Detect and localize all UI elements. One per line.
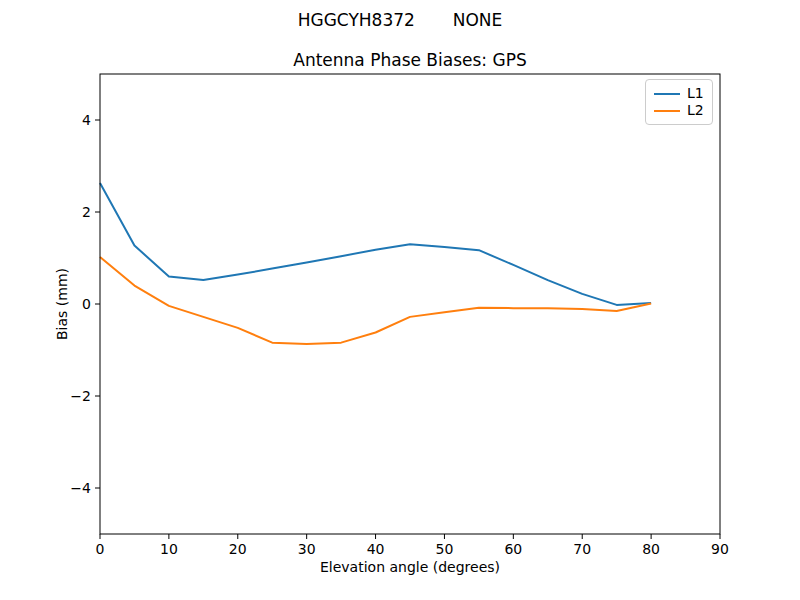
x-tick-label: 70 bbox=[573, 541, 591, 557]
l2-line-swatch bbox=[654, 110, 680, 112]
legend-label-l2: L2 bbox=[687, 102, 704, 119]
x-tick-label: 30 bbox=[298, 541, 316, 557]
legend-item-l1: L1 bbox=[654, 85, 704, 102]
figure: HGGCYH8372 NONE Antenna Phase Biases: GP… bbox=[0, 0, 800, 600]
x-tick-label: 0 bbox=[96, 541, 105, 557]
l1-line-swatch bbox=[654, 93, 680, 95]
x-tick-label: 50 bbox=[436, 541, 454, 557]
legend-label-l1: L1 bbox=[687, 85, 704, 102]
legend-item-l2: L2 bbox=[654, 102, 704, 119]
x-tick-label: 80 bbox=[642, 541, 660, 557]
x-tick-label: 90 bbox=[711, 541, 729, 557]
x-tick-label: 40 bbox=[367, 541, 385, 557]
l2-series-line bbox=[100, 257, 651, 344]
x-tick-label: 10 bbox=[160, 541, 178, 557]
legend: L1 L2 bbox=[645, 79, 713, 125]
x-tick-label: 20 bbox=[229, 541, 247, 557]
y-tick-label: −4 bbox=[70, 480, 91, 496]
l1-series-line bbox=[100, 183, 651, 305]
x-tick-label: 60 bbox=[504, 541, 522, 557]
y-axis-label: Bias (mm) bbox=[54, 268, 70, 340]
y-tick-label: −2 bbox=[70, 388, 91, 404]
x-axis-label: Elevation angle (degrees) bbox=[100, 559, 720, 575]
y-tick-label: 0 bbox=[82, 296, 91, 312]
y-tick-label: 4 bbox=[82, 112, 91, 128]
y-tick-label: 2 bbox=[82, 204, 91, 220]
